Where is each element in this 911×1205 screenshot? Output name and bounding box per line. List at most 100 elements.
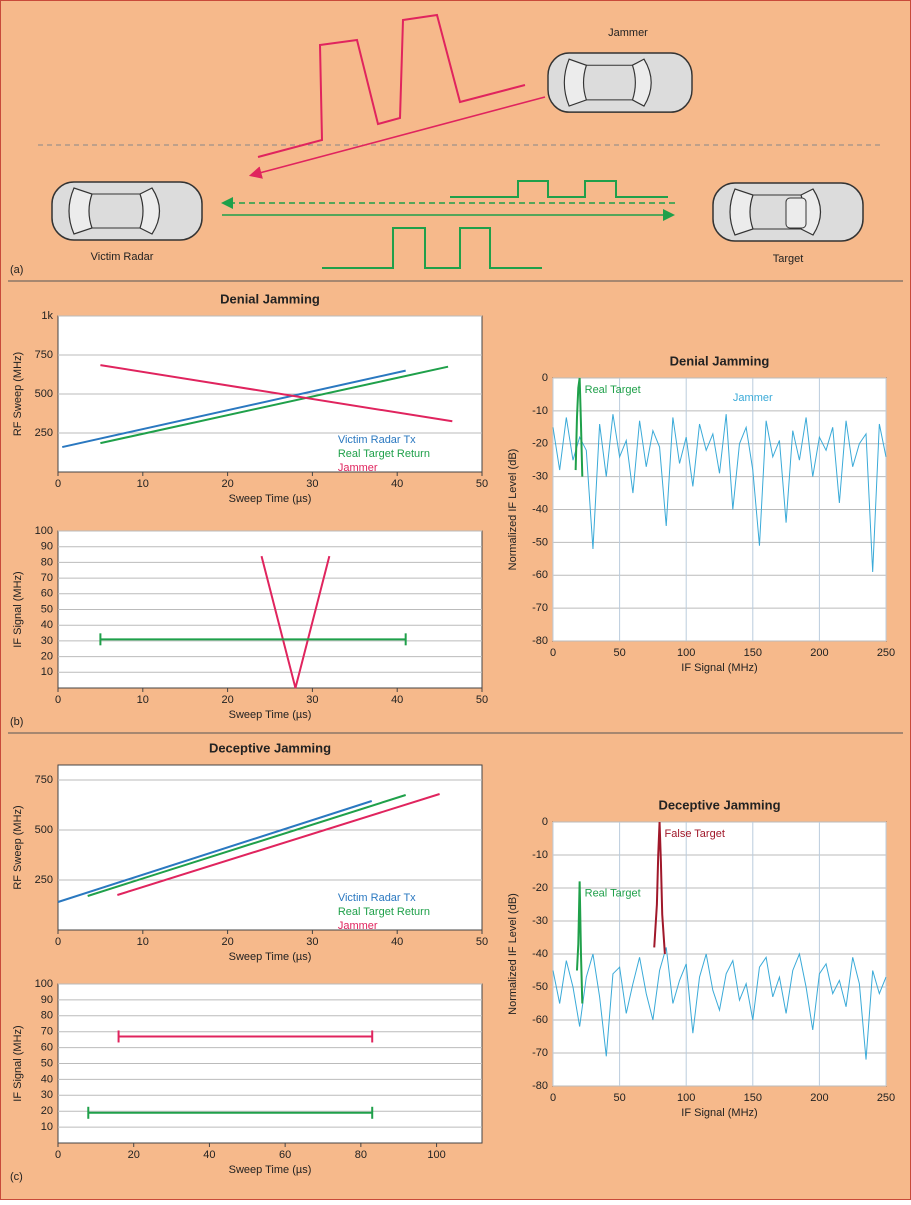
y-tick-label: 0 — [542, 372, 548, 384]
chart-title: Denial Jamming — [220, 291, 320, 306]
x-tick-label: 40 — [203, 1149, 215, 1161]
series-line — [574, 377, 584, 477]
x-tick-label: 0 — [550, 1092, 556, 1104]
y-tick-label: 90 — [41, 541, 53, 553]
y-tick-label: 500 — [35, 824, 53, 836]
x-tick-label: 10 — [137, 694, 149, 706]
y-tick-label: 90 — [41, 994, 53, 1006]
x-tick-label: 50 — [613, 647, 625, 659]
y-tick-label: 60 — [41, 588, 53, 600]
x-tick-label: 0 — [55, 936, 61, 948]
y-tick-label: 70 — [41, 572, 53, 584]
x-tick-label: 250 — [877, 647, 895, 659]
x-tick-label: 40 — [391, 478, 403, 490]
x-tick-label: 0 — [550, 647, 556, 659]
x-tick-label: 50 — [613, 1092, 625, 1104]
jammer-label: Jammer — [608, 27, 648, 39]
x-tick-label: 40 — [391, 694, 403, 706]
jammer-signal — [257, 13, 526, 158]
legend-entry: Jammer — [338, 920, 378, 932]
y-tick-label: 20 — [41, 651, 53, 663]
series-label: Real Target — [585, 887, 641, 899]
victim-label: Victim Radar — [91, 251, 154, 263]
x-tick-label: 10 — [137, 936, 149, 948]
legend-entry: Victim Radar Tx — [338, 434, 416, 446]
panel-label: (c) — [10, 1171, 23, 1183]
y-tick-label: -30 — [532, 915, 548, 927]
x-axis-label: IF Signal (MHz) — [681, 662, 757, 674]
y-axis-label: Normalized IF Level (dB) — [507, 893, 519, 1015]
y-tick-label: -50 — [532, 981, 548, 993]
x-tick-label: 40 — [391, 936, 403, 948]
y-tick-label: -10 — [532, 405, 548, 417]
y-tick-label: 750 — [35, 349, 53, 361]
y-tick-label: -60 — [532, 569, 548, 581]
y-axis-label: RF Sweep (MHz) — [12, 352, 24, 436]
x-axis-label: Sweep Time (µs) — [229, 951, 312, 963]
legend-entry: Jammer — [338, 462, 378, 474]
x-tick-label: 150 — [744, 1092, 762, 1104]
y-axis-label: Normalized IF Level (dB) — [507, 449, 519, 571]
y-tick-label: -20 — [532, 882, 548, 894]
x-tick-label: 50 — [476, 936, 488, 948]
target-label: Target — [773, 253, 804, 265]
series-label: Jammer — [733, 392, 773, 404]
x-tick-label: 100 — [677, 647, 695, 659]
x-axis-label: IF Signal (MHz) — [681, 1107, 757, 1119]
series-line — [552, 414, 887, 572]
y-tick-label: 40 — [41, 1073, 53, 1085]
x-tick-label: 60 — [279, 1149, 291, 1161]
y-axis-label: IF Signal (MHz) — [12, 571, 24, 647]
y-tick-label: 60 — [41, 1042, 53, 1054]
y-axis-label: RF Sweep (MHz) — [12, 805, 24, 889]
y-tick-label: 1k — [41, 310, 53, 322]
x-tick-label: 30 — [306, 694, 318, 706]
x-tick-label: 150 — [744, 647, 762, 659]
y-tick-label: -30 — [532, 471, 548, 483]
transmit-signal — [322, 227, 542, 269]
y-tick-label: 250 — [35, 874, 53, 886]
y-tick-label: -80 — [532, 635, 548, 647]
x-axis-label: Sweep Time (µs) — [229, 493, 312, 505]
y-tick-label: -20 — [532, 438, 548, 450]
y-tick-label: 80 — [41, 556, 53, 568]
x-tick-label: 0 — [55, 1149, 61, 1161]
series-line — [100, 364, 453, 423]
series-line — [57, 800, 373, 903]
y-tick-label: 10 — [41, 666, 53, 678]
jammer-arrow — [248, 96, 546, 179]
victim-car — [51, 181, 203, 241]
legend-entry: Victim Radar Tx — [338, 892, 416, 904]
x-tick-label: 250 — [877, 1092, 895, 1104]
x-tick-label: 20 — [221, 478, 233, 490]
x-tick-label: 0 — [55, 478, 61, 490]
y-tick-label: 100 — [35, 525, 53, 537]
x-tick-label: 30 — [306, 936, 318, 948]
legend-entry: Real Target Return — [338, 906, 430, 918]
y-tick-label: 40 — [41, 619, 53, 631]
series-line — [62, 369, 406, 449]
series-line — [552, 947, 887, 1060]
target-detail — [785, 197, 807, 229]
y-tick-label: 50 — [41, 1057, 53, 1069]
y-tick-label: -80 — [532, 1080, 548, 1092]
x-tick-label: 200 — [810, 647, 828, 659]
x-tick-label: 10 — [137, 478, 149, 490]
chart-title: Deceptive Jamming — [658, 797, 780, 812]
y-tick-label: 100 — [35, 978, 53, 990]
series-line — [117, 793, 440, 896]
chart-title: Denial Jamming — [670, 353, 770, 368]
x-tick-label: 20 — [128, 1149, 140, 1161]
series-label: False Target — [665, 828, 725, 840]
y-tick-label: 0 — [542, 816, 548, 828]
y-tick-label: 80 — [41, 1010, 53, 1022]
x-tick-label: 100 — [427, 1149, 445, 1161]
y-tick-label: -10 — [532, 849, 548, 861]
y-tick-label: -40 — [532, 503, 548, 515]
x-tick-label: 80 — [355, 1149, 367, 1161]
y-tick-label: 50 — [41, 603, 53, 615]
y-tick-label: 500 — [35, 388, 53, 400]
legend-entry: Real Target Return — [338, 448, 430, 460]
series-line — [100, 365, 449, 445]
y-tick-label: -40 — [532, 948, 548, 960]
